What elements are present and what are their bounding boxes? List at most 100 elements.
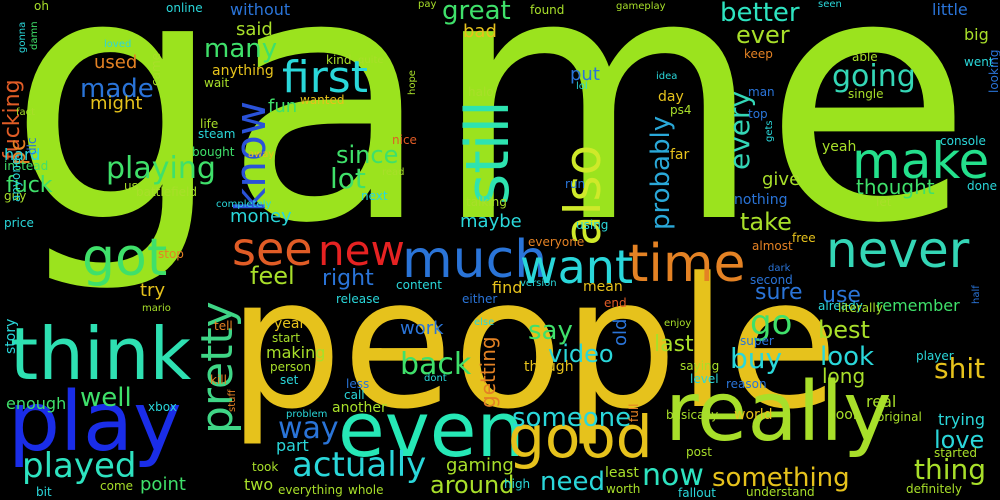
word-bit: bit xyxy=(36,485,52,499)
word-really: really xyxy=(665,365,892,460)
word-someone: someone xyxy=(512,403,632,433)
word-ps4: ps4 xyxy=(670,103,692,117)
word-post: post xyxy=(686,445,712,459)
word-way: way xyxy=(278,411,339,446)
word-though: though xyxy=(524,359,574,375)
word-online: online xyxy=(166,1,203,15)
word-great: great xyxy=(442,0,511,26)
word-mean: mean xyxy=(583,279,623,295)
word-saying: saying xyxy=(680,359,720,373)
word-nice: nice xyxy=(392,133,417,147)
word-playing: playing xyxy=(106,151,216,186)
word-around: around xyxy=(430,471,515,499)
word-many: many xyxy=(204,34,278,64)
word-even: even xyxy=(338,385,525,474)
word-well: well xyxy=(80,383,132,413)
word-part: part xyxy=(276,436,309,455)
word-last: last xyxy=(654,332,694,357)
word-need: need xyxy=(540,467,605,497)
word-buy: buy xyxy=(730,342,783,375)
word-least: least xyxy=(605,465,639,481)
word-us: us xyxy=(124,179,138,193)
word-hope: hope xyxy=(407,70,418,95)
word-another: another xyxy=(332,400,387,416)
word-maybe: maybe xyxy=(460,211,522,232)
word-man: man xyxy=(748,85,775,99)
word-console: console xyxy=(940,134,986,148)
word-put: put xyxy=(570,64,600,85)
word-find: find xyxy=(492,278,523,297)
word-every: every xyxy=(723,90,756,170)
word-call: call xyxy=(344,388,365,402)
word-probably: probably xyxy=(646,115,676,230)
word-thing: thing xyxy=(914,453,987,486)
word-nothing: nothing xyxy=(734,192,788,208)
word-ever: ever xyxy=(736,21,790,49)
word-lot: lot xyxy=(330,162,366,195)
word-good: good xyxy=(508,403,653,471)
word-long: long xyxy=(822,364,866,388)
word-full: full xyxy=(627,403,641,423)
word-fact: fact xyxy=(16,107,36,118)
word-anyone: anyone xyxy=(9,157,23,202)
word-pay: pay xyxy=(418,0,437,10)
word-read: read xyxy=(382,167,405,178)
word-day: day xyxy=(658,89,684,105)
word-else: else xyxy=(474,317,495,328)
word-dlc: dlc xyxy=(25,137,39,155)
word-never: never xyxy=(826,221,970,279)
word-people: people xyxy=(228,240,839,449)
word-video: video xyxy=(548,340,614,368)
word-mario: mario xyxy=(142,303,171,314)
word-yeah: yeah xyxy=(822,139,857,155)
word-end: end xyxy=(604,296,627,310)
word-say: say xyxy=(528,316,573,346)
word-version: version xyxy=(520,278,557,289)
word-much: much xyxy=(402,230,548,290)
word-let: let xyxy=(876,195,892,209)
word-go: go xyxy=(750,303,793,343)
word-started: started xyxy=(934,446,977,460)
word-definitely: definitely xyxy=(906,482,963,496)
word-understand: understand xyxy=(746,485,815,499)
word-free: free xyxy=(792,231,816,245)
word-year: year xyxy=(274,316,306,332)
word-second: second xyxy=(750,273,793,287)
word-money: money xyxy=(230,206,292,227)
word-think: think xyxy=(10,312,192,396)
word-top: top xyxy=(748,107,768,121)
word-instead: instead xyxy=(4,159,49,173)
word-xbox: xbox xyxy=(148,400,177,414)
word-going: going xyxy=(832,59,916,94)
word-either: either xyxy=(462,292,498,306)
word-actually: actually xyxy=(292,445,427,485)
word-gets: gets xyxy=(764,120,775,142)
word-fuck: fuck xyxy=(6,173,53,198)
word-little: little xyxy=(932,0,968,19)
word-player: player xyxy=(916,349,954,363)
word-since: since xyxy=(336,141,399,169)
word-stuff: stuff xyxy=(227,389,238,412)
word-far: far xyxy=(670,147,690,163)
word-keep: keep xyxy=(744,47,773,61)
word-best: best xyxy=(818,316,870,344)
word-halo: halo xyxy=(468,85,494,99)
word-hard: hard xyxy=(4,145,41,164)
word-loved: loved xyxy=(104,39,132,50)
word-looking: looking xyxy=(987,49,1000,93)
word-sure: sure xyxy=(755,280,803,305)
word-completely: completely xyxy=(216,199,272,210)
word-world: world xyxy=(734,407,773,423)
word-almost: almost xyxy=(752,239,793,253)
word-worth: worth xyxy=(606,482,641,496)
word-quite: quite xyxy=(358,55,384,66)
word-lol: lol xyxy=(576,81,588,92)
word-enough: enough xyxy=(6,394,67,413)
word-away: away xyxy=(248,149,275,160)
word-literally: literally xyxy=(838,301,883,315)
word-found: found xyxy=(530,3,565,17)
word-shit: shit xyxy=(934,352,986,385)
word-better: better xyxy=(720,0,800,28)
word-big: big xyxy=(964,25,989,44)
word-used: used xyxy=(94,52,138,73)
